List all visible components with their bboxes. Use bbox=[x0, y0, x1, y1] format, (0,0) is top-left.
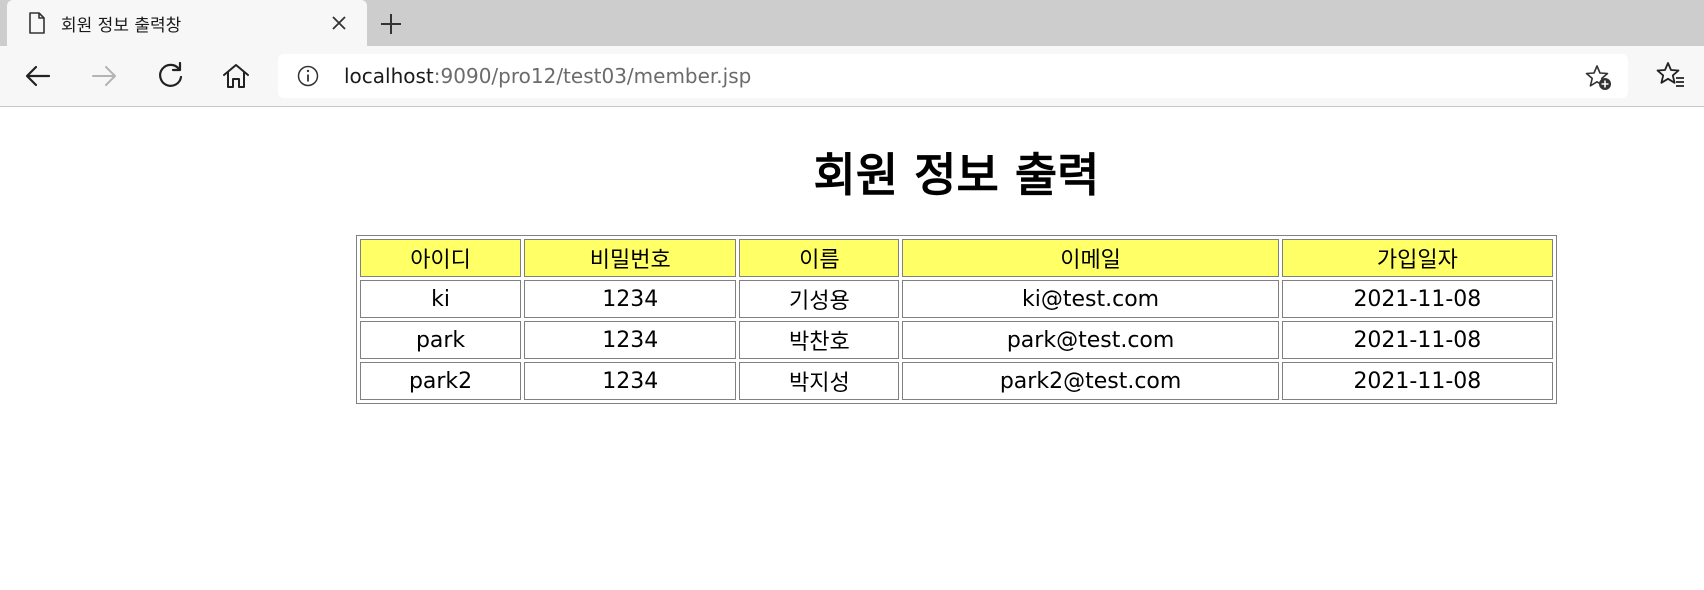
table-row: park 1234 박찬호 park@test.com 2021-11-08 bbox=[360, 321, 1553, 359]
info-icon[interactable] bbox=[297, 65, 319, 87]
table-row: ki 1234 기성용 ki@test.com 2021-11-08 bbox=[360, 280, 1553, 318]
address-bar[interactable]: localhost:9090/pro12/test03/member.jsp bbox=[278, 54, 1628, 98]
favorites-icon[interactable] bbox=[1655, 60, 1685, 90]
tab-title: 회원 정보 출력창 bbox=[61, 16, 182, 36]
header-password: 비밀번호 bbox=[524, 239, 737, 277]
header-name: 이름 bbox=[739, 239, 900, 277]
cell-password: 1234 bbox=[524, 321, 737, 359]
url-text: localhost:9090/pro12/test03/member.jsp bbox=[344, 64, 751, 88]
page-icon bbox=[29, 12, 45, 34]
browser-tab[interactable]: 회원 정보 출력창 bbox=[7, 0, 367, 46]
cell-password: 1234 bbox=[524, 362, 737, 400]
forward-arrow-icon[interactable] bbox=[88, 60, 120, 92]
header-id: 아이디 bbox=[360, 239, 522, 277]
cell-password: 1234 bbox=[524, 280, 737, 318]
back-arrow-icon[interactable] bbox=[22, 60, 54, 92]
cell-id: park bbox=[360, 321, 522, 359]
refresh-icon[interactable] bbox=[154, 60, 186, 92]
star-plus-icon[interactable] bbox=[1584, 63, 1612, 91]
table-header-row: 아이디 비밀번호 이름 이메일 가입일자 bbox=[360, 239, 1553, 277]
header-join-date: 가입일자 bbox=[1281, 239, 1553, 277]
cell-name: 박찬호 bbox=[739, 321, 900, 359]
header-email: 이메일 bbox=[902, 239, 1279, 277]
cell-email: park@test.com bbox=[902, 321, 1279, 359]
page-title: 회원 정보 출력 bbox=[813, 148, 1100, 202]
cell-name: 기성용 bbox=[739, 280, 900, 318]
tab-strip: 회원 정보 출력창 bbox=[0, 0, 1704, 46]
cell-email: ki@test.com bbox=[902, 280, 1279, 318]
cell-id: ki bbox=[360, 280, 522, 318]
cell-email: park2@test.com bbox=[902, 362, 1279, 400]
plus-icon[interactable] bbox=[378, 11, 404, 37]
browser-toolbar: localhost:9090/pro12/test03/member.jsp bbox=[0, 46, 1704, 107]
cell-id: park2 bbox=[360, 362, 522, 400]
url-path: :9090/pro12/test03/member.jsp bbox=[433, 64, 752, 88]
cell-join-date: 2021-11-08 bbox=[1281, 362, 1553, 400]
member-table: 아이디 비밀번호 이름 이메일 가입일자 ki 1234 기성용 ki@test… bbox=[356, 235, 1557, 404]
cell-name: 박지성 bbox=[739, 362, 900, 400]
close-icon[interactable] bbox=[329, 13, 349, 33]
url-host: localhost bbox=[344, 64, 434, 88]
cell-join-date: 2021-11-08 bbox=[1281, 321, 1553, 359]
cell-join-date: 2021-11-08 bbox=[1281, 280, 1553, 318]
home-icon[interactable] bbox=[220, 60, 252, 92]
table-row: park2 1234 박지성 park2@test.com 2021-11-08 bbox=[360, 362, 1553, 400]
